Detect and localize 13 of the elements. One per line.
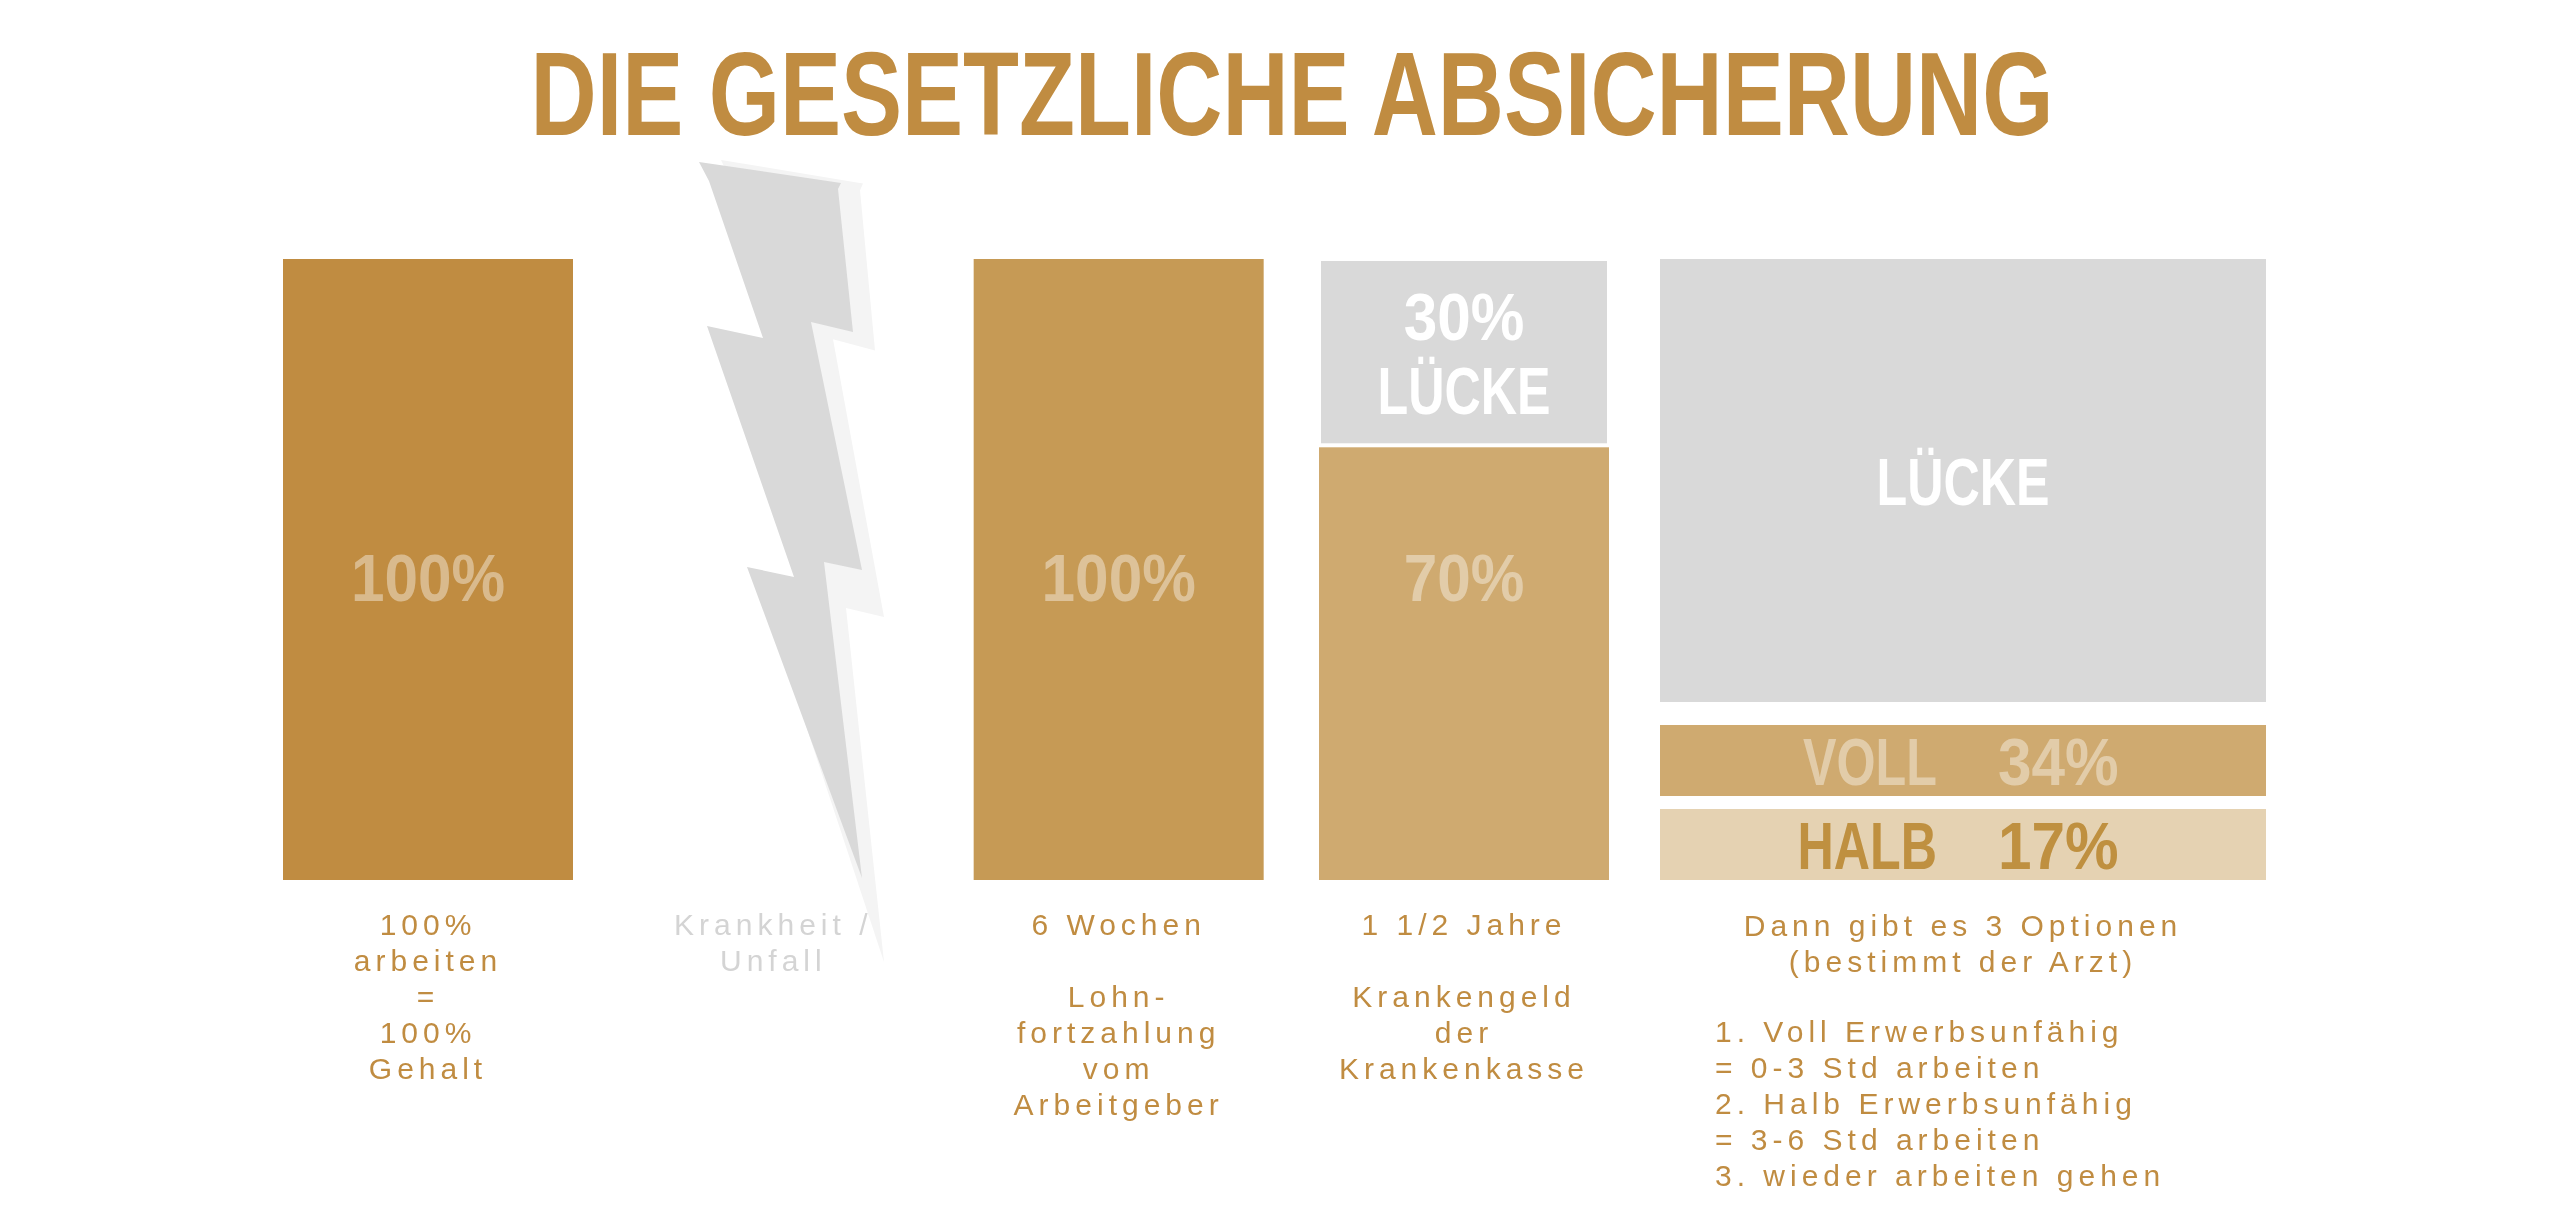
data-label: 100% [1041, 539, 1196, 616]
text: 1. Voll Erwerbsunfähig = 0-3 Std arbeiten 2. Halb Erwerbsunfähig = 3-6 Std arbeiten 3. wieder arbeiten gehen [1715, 1015, 2166, 1192]
category-label: 1 1/2 Jahre Krankengeld der Krankenkasse [1338, 908, 1590, 1085]
chart-title: DIE GESETZLICHE ABSICHERUNG [530, 27, 2054, 160]
text: Dann gibt es 3 Optionen (bestimmt der Arzt) [1743, 909, 2183, 978]
category-label: HALB [1797, 807, 1937, 884]
text: 34% [1998, 723, 2119, 800]
text: 17% [1998, 807, 2119, 884]
data-label: 70% [1403, 539, 1525, 616]
data-label: 100% [350, 539, 506, 616]
x-tick-label: 100% arbeiten = 100% Gehalt [353, 908, 503, 1085]
category-label: VOLL [1803, 723, 1937, 800]
category-label: 6 Wochen Lohn- fortzahlung vom Arbeitgeber [1013, 908, 1224, 1121]
